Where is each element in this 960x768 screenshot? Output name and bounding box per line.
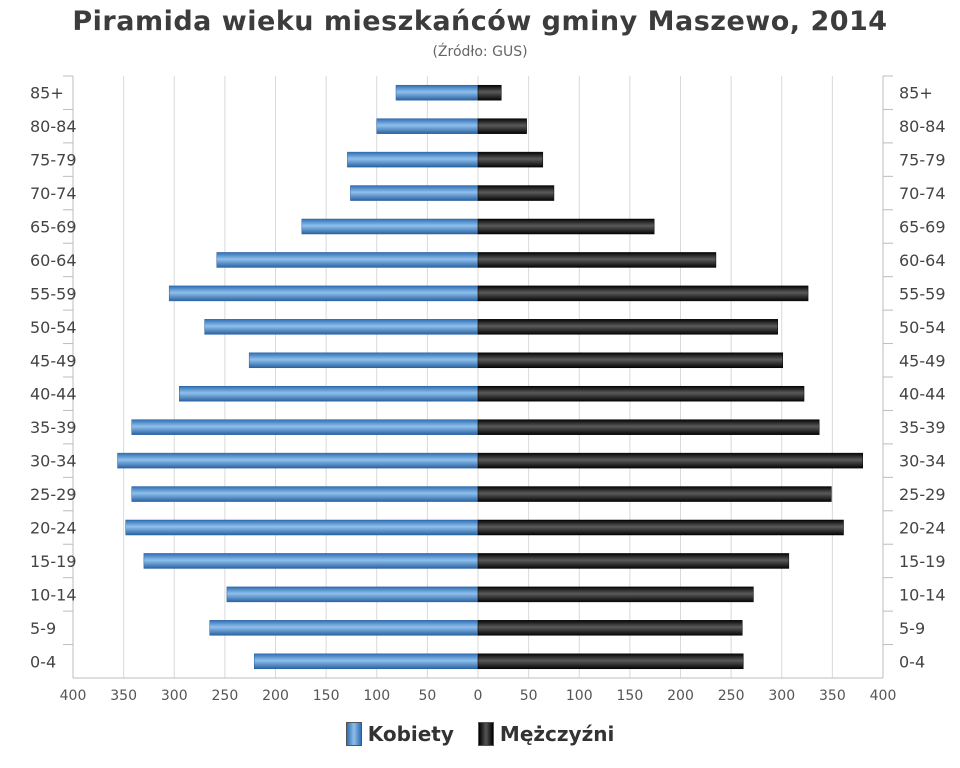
bar-men-35-39[interactable] [477, 419, 820, 435]
y-label-left: 10-14 [30, 585, 77, 604]
y-label-right: 45-49 [899, 351, 946, 370]
y-label-right: 35-39 [899, 418, 946, 437]
bar-men-0-4[interactable] [477, 653, 744, 670]
bar-women-40-44[interactable] [179, 385, 479, 402]
bar-women-60-64[interactable] [216, 252, 479, 268]
bar-women-30-34[interactable] [117, 452, 479, 469]
chart-title: Piramida wieku mieszkańców gminy Maszewo… [72, 6, 888, 37]
y-label-right: 30-34 [899, 452, 946, 471]
x-tick-label: 50 [520, 688, 538, 704]
x-tick-label: 400 [870, 688, 897, 704]
y-label-right: 25-29 [899, 485, 946, 504]
y-label-left: 40-44 [30, 385, 77, 404]
legend-label-women: Kobiety [367, 722, 454, 746]
y-label-right: 0-4 [899, 652, 925, 671]
bar-women-50-54[interactable] [204, 319, 479, 335]
bar-men-55-59[interactable] [477, 285, 809, 302]
x-tick-label: 250 [718, 688, 745, 704]
chart-legend: Kobiety Mężczyźni [0, 722, 960, 746]
bar-men-85+[interactable] [477, 84, 502, 101]
legend-item-men[interactable]: Mężczyźni [477, 722, 615, 746]
y-label-left: 20-24 [30, 519, 77, 538]
bar-men-75-79[interactable] [477, 151, 544, 168]
y-label-left: 80-84 [30, 117, 77, 136]
y-label-right: 65-69 [899, 218, 946, 237]
bar-women-85+[interactable] [395, 84, 479, 101]
y-label-left: 65-69 [30, 218, 77, 237]
y-label-right: 85+ [899, 84, 933, 103]
bar-men-60-64[interactable] [477, 252, 717, 268]
chart-subtitle: (Źródło: GUS) [432, 44, 528, 60]
y-label-right: 70-74 [899, 184, 946, 203]
x-tick-label: 350 [110, 688, 137, 704]
bar-women-55-59[interactable] [168, 285, 479, 302]
x-tick-label: 200 [262, 688, 289, 704]
bar-women-70-74[interactable] [350, 185, 479, 201]
y-label-right: 80-84 [899, 117, 946, 136]
legend-swatch-women [345, 722, 362, 746]
bar-men-50-54[interactable] [477, 319, 778, 335]
bar-men-65-69[interactable] [477, 218, 655, 235]
bar-women-0-4[interactable] [253, 653, 479, 670]
x-tick-label: 250 [212, 688, 239, 704]
y-label-left: 25-29 [30, 485, 77, 504]
bar-women-20-24[interactable] [125, 519, 479, 536]
y-label-left: 85+ [30, 84, 64, 103]
bar-men-30-34[interactable] [477, 452, 863, 469]
y-label-left: 55-59 [30, 284, 77, 303]
x-tick-label: 300 [161, 688, 188, 704]
y-label-right: 50-54 [899, 318, 946, 337]
x-tick-label: 150 [617, 688, 644, 704]
x-tick-label: 100 [363, 688, 390, 704]
legend-item-women[interactable]: Kobiety [345, 722, 454, 746]
y-label-right: 75-79 [899, 151, 946, 170]
x-tick-label: 0 [474, 688, 483, 704]
y-label-left: 0-4 [30, 652, 56, 671]
bar-men-80-84[interactable] [477, 118, 527, 134]
bar-women-65-69[interactable] [301, 218, 479, 235]
y-label-right: 55-59 [899, 284, 946, 303]
bar-women-25-29[interactable] [131, 486, 479, 502]
bar-women-35-39[interactable] [131, 419, 479, 435]
legend-swatch-men [477, 722, 494, 746]
bar-women-15-19[interactable] [143, 553, 479, 569]
x-tick-label: 100 [566, 688, 593, 704]
x-tick-label: 400 [60, 688, 87, 704]
y-label-left: 50-54 [30, 318, 77, 337]
y-label-left: 60-64 [30, 251, 77, 270]
bar-women-5-9[interactable] [209, 620, 479, 636]
bar-men-15-19[interactable] [477, 553, 790, 569]
y-label-left: 35-39 [30, 418, 77, 437]
y-label-right: 60-64 [899, 251, 946, 270]
bar-women-10-14[interactable] [226, 586, 479, 603]
y-label-right: 15-19 [899, 552, 946, 571]
bar-women-80-84[interactable] [376, 118, 479, 134]
x-tick-label: 200 [667, 688, 694, 704]
x-tick-label: 300 [768, 688, 795, 704]
legend-label-men: Mężczyźni [499, 722, 615, 746]
bar-women-75-79[interactable] [347, 151, 479, 168]
population-pyramid-chart: 400 350 300 250 200 150 100 50 0 50 100 150 200 250 30… [30, 75, 946, 704]
y-label-left: 75-79 [30, 151, 77, 170]
y-label-left: 30-34 [30, 452, 77, 471]
x-tick-label: 50 [418, 688, 436, 704]
bar-men-10-14[interactable] [477, 586, 754, 603]
y-label-left: 5-9 [30, 619, 56, 638]
x-tick-label: 150 [313, 688, 340, 704]
bar-men-20-24[interactable] [477, 519, 844, 536]
bar-men-5-9[interactable] [477, 620, 743, 636]
x-tick-label: 350 [819, 688, 846, 704]
y-label-left: 15-19 [30, 552, 77, 571]
y-label-right: 40-44 [899, 385, 946, 404]
y-label-right: 20-24 [899, 519, 946, 538]
bar-women-45-49[interactable] [248, 352, 479, 369]
y-label-left: 70-74 [30, 184, 77, 203]
bar-men-40-44[interactable] [477, 385, 805, 402]
bar-men-25-29[interactable] [477, 486, 832, 502]
y-label-right: 10-14 [899, 585, 946, 604]
bar-men-45-49[interactable] [477, 352, 784, 369]
y-label-right: 5-9 [899, 619, 925, 638]
y-label-left: 45-49 [30, 351, 77, 370]
bar-men-70-74[interactable] [477, 185, 555, 201]
